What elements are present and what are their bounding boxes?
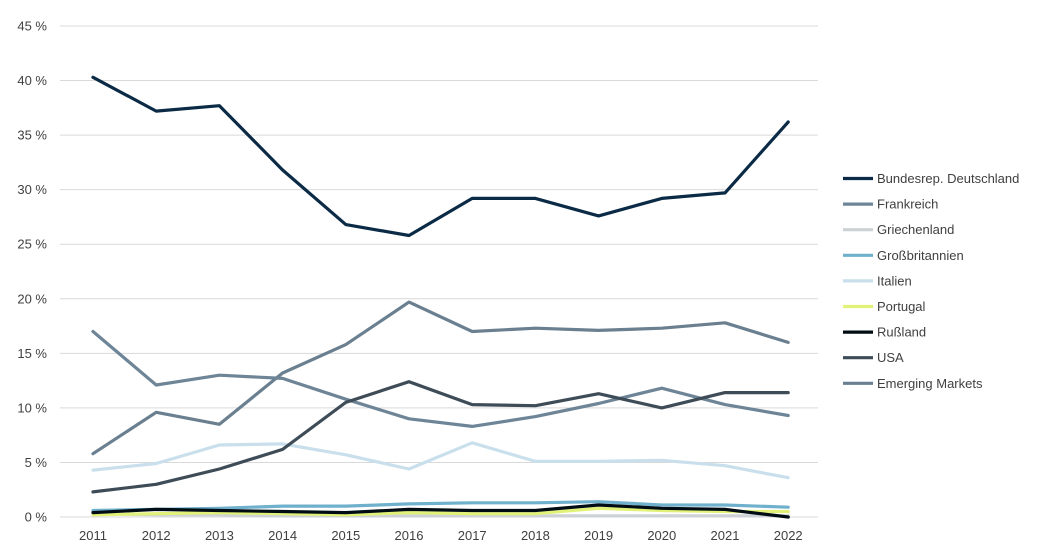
series-line	[91, 380, 790, 494]
x-tick-label: 2017	[458, 528, 487, 543]
series-lines	[91, 75, 790, 519]
series-line	[91, 512, 790, 518]
x-axis-tick-labels: 2011 2012 2013 2014 2015 2016 2017 2018 2019 2020…	[79, 528, 803, 543]
legend-label: Portugal	[877, 299, 926, 314]
x-tick-label: 2021	[711, 528, 740, 543]
y-tick-label: 5 %	[25, 455, 48, 470]
legend-label: Bundesrep. Deutschland	[877, 171, 1019, 186]
series-line	[91, 503, 790, 519]
legend-label: Griechenland	[877, 222, 954, 237]
series-line	[91, 329, 790, 428]
legend-label: Frankreich	[877, 197, 938, 212]
y-tick-label: 25 %	[17, 237, 47, 252]
x-tick-label: 2016	[395, 528, 424, 543]
y-tick-label: 0 %	[25, 510, 48, 525]
y-tick-label: 45 %	[17, 19, 47, 34]
legend-label: Emerging Markets	[877, 376, 983, 391]
series-line	[91, 506, 790, 517]
x-tick-label: 2018	[521, 528, 550, 543]
series-line	[91, 441, 790, 480]
y-tick-label: 35 %	[17, 128, 47, 143]
y-tick-label: 15 %	[17, 346, 47, 361]
legend-label: Rußland	[877, 325, 926, 340]
series-line	[91, 300, 790, 456]
y-tick-label: 20 %	[17, 291, 47, 306]
legend: Bundesrep. Deutschland Frankreich Griechen…	[843, 171, 1019, 391]
grid-lines	[60, 25, 818, 518]
x-tick-label: 2020	[647, 528, 676, 543]
legend-label: USA	[877, 350, 904, 365]
x-tick-label: 2012	[142, 528, 171, 543]
legend-label: Großbritannien	[877, 248, 964, 263]
x-tick-label: 2011	[79, 528, 107, 543]
series-line	[91, 500, 790, 513]
y-tick-label: 10 %	[17, 400, 47, 415]
legend-label: Italien	[877, 273, 912, 288]
x-tick-label: 2022	[774, 528, 803, 543]
y-axis-tick-labels: 0 % 5 % 10 % 15 % 20 % 25 % 30 % 35 % 40 % 45 %	[17, 19, 47, 525]
y-tick-label: 30 %	[17, 182, 47, 197]
x-tick-label: 2015	[331, 528, 360, 543]
x-tick-label: 2019	[584, 528, 613, 543]
y-tick-label: 40 %	[17, 73, 47, 88]
x-tick-label: 2014	[268, 528, 297, 543]
series-line	[91, 75, 790, 238]
x-tick-label: 2013	[205, 528, 234, 543]
